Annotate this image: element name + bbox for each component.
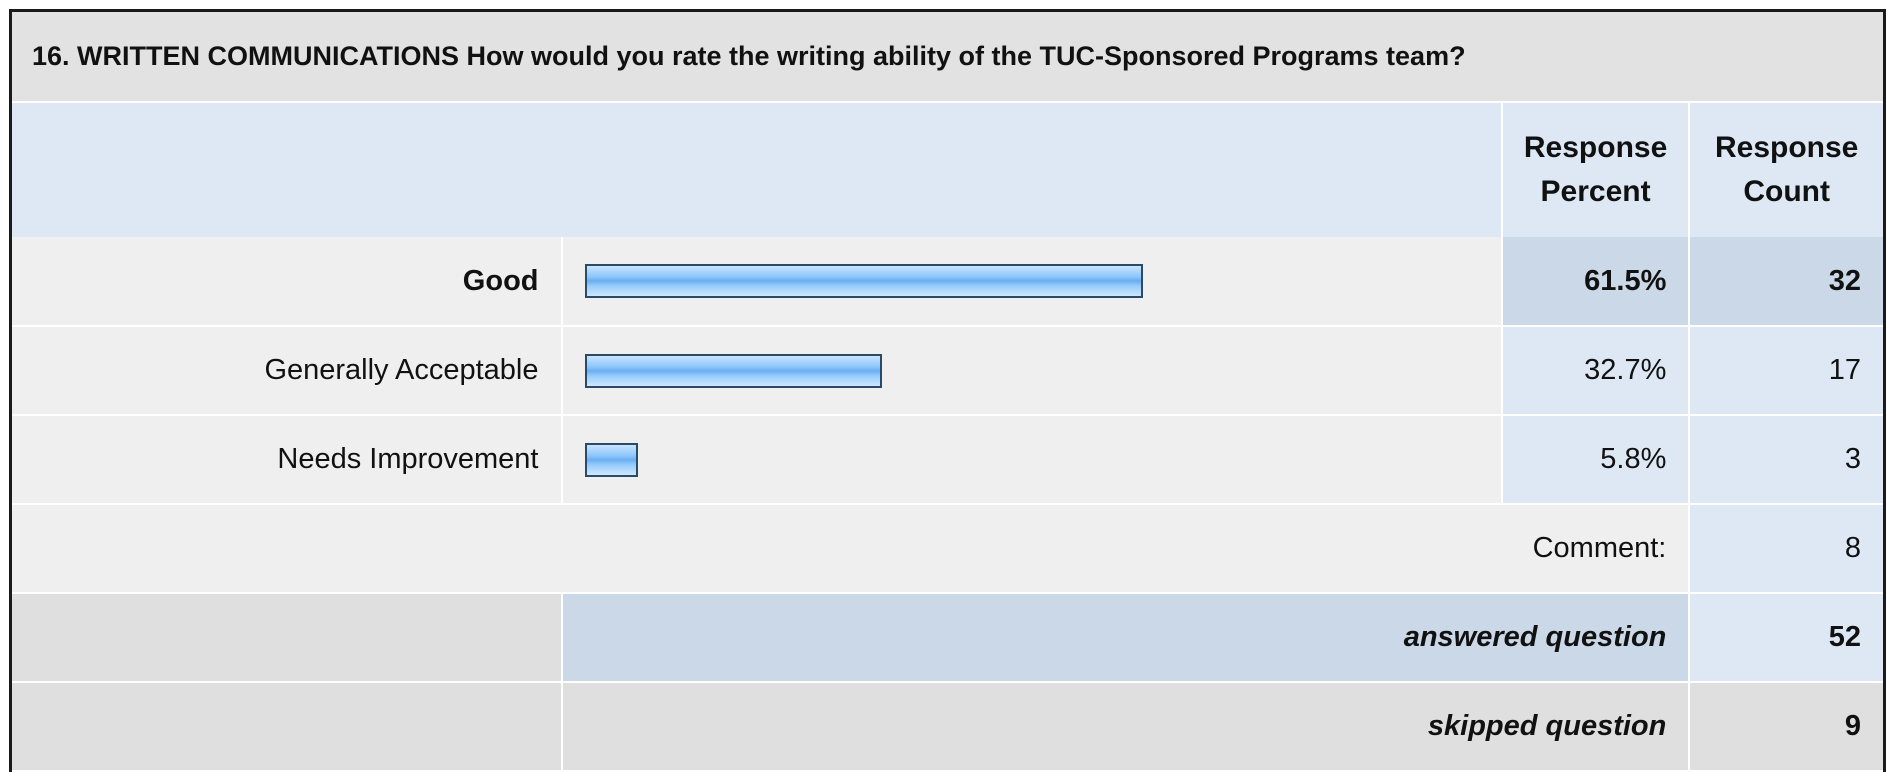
summary-blank bbox=[12, 593, 563, 683]
bar-cell bbox=[561, 326, 1503, 416]
comment-count: 8 bbox=[1689, 504, 1883, 594]
header-response-percent-line2: Percent bbox=[1540, 175, 1651, 208]
count-value: 17 bbox=[1689, 326, 1883, 416]
comment-label: Comment: bbox=[12, 504, 1691, 594]
category-label: Needs Improvement bbox=[12, 415, 563, 505]
table-row: Good 61.5% 32 bbox=[12, 237, 1883, 327]
header-response-count-line2: Count bbox=[1743, 175, 1830, 208]
comment-row: Comment: 8 bbox=[12, 504, 1883, 594]
answered-row: answered question 52 bbox=[12, 593, 1883, 683]
question-title: 16. WRITTEN COMMUNICATIONS How would you… bbox=[12, 12, 1883, 103]
header-response-count: Response Count bbox=[1689, 102, 1883, 237]
survey-results-table: 16. WRITTEN COMMUNICATIONS How would you… bbox=[12, 12, 1883, 772]
header-response-percent-line1: Response bbox=[1523, 131, 1668, 164]
table-row: Generally Acceptable 32.7% 17 bbox=[12, 326, 1883, 416]
category-label: Good bbox=[12, 237, 563, 327]
bar-generally-acceptable bbox=[584, 353, 882, 388]
header-blank bbox=[12, 102, 1503, 237]
header-response-percent: Response Percent bbox=[1501, 102, 1691, 237]
count-value: 3 bbox=[1689, 415, 1883, 505]
category-label: Generally Acceptable bbox=[12, 326, 563, 416]
bar-cell bbox=[561, 415, 1503, 505]
skipped-label: skipped question bbox=[561, 682, 1691, 772]
survey-question-panel: 16. WRITTEN COMMUNICATIONS How would you… bbox=[9, 9, 1886, 772]
skipped-count: 9 bbox=[1689, 682, 1883, 772]
bar-needs-improvement bbox=[584, 442, 638, 477]
percent-value: 32.7% bbox=[1501, 326, 1691, 416]
bar-cell bbox=[561, 237, 1503, 327]
summary-blank bbox=[12, 682, 563, 772]
answered-count: 52 bbox=[1689, 593, 1883, 683]
percent-value: 61.5% bbox=[1501, 237, 1691, 327]
table-row: Needs Improvement 5.8% 3 bbox=[12, 415, 1883, 505]
skipped-row: skipped question 9 bbox=[12, 682, 1883, 772]
count-value: 32 bbox=[1689, 237, 1883, 327]
answered-label: answered question bbox=[561, 593, 1691, 683]
percent-value: 5.8% bbox=[1501, 415, 1691, 505]
bar-good bbox=[584, 264, 1143, 298]
header-response-count-line1: Response bbox=[1714, 131, 1859, 164]
